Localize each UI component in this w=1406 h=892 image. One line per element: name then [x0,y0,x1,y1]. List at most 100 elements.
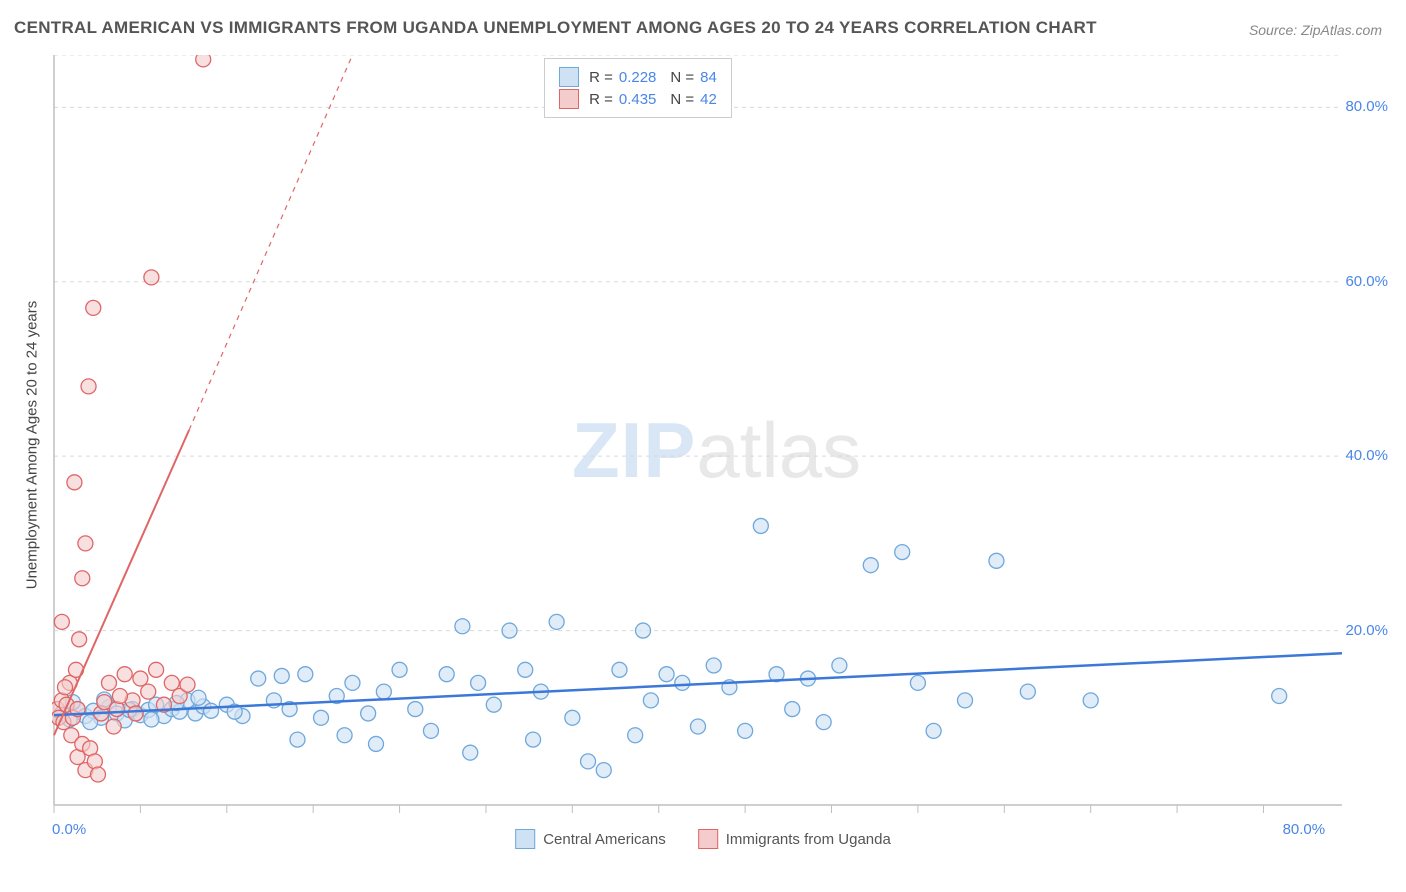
scatter-chart [52,55,1382,835]
data-point [659,667,674,682]
data-point [549,614,564,629]
data-point [408,702,423,717]
n-label: N = [670,91,694,108]
data-point [455,619,470,634]
data-point [54,614,69,629]
data-point [149,662,164,677]
data-point [753,518,768,533]
legend-swatch [559,67,579,87]
y-axis-label: Unemployment Among Ages 20 to 24 years [24,301,41,590]
data-point [989,553,1004,568]
data-point [526,732,541,747]
data-point [106,719,121,734]
data-point [502,623,517,638]
data-point [314,710,329,725]
trend-line [54,653,1342,715]
legend-swatch [559,89,579,109]
data-point [565,710,580,725]
data-point [133,671,148,686]
data-point [636,623,651,638]
data-point [180,677,195,692]
data-point [463,745,478,760]
legend-series-label: Immigrants from Uganda [726,831,891,848]
data-point [337,728,352,743]
data-point [298,667,313,682]
data-point [141,684,156,699]
data-point [1272,688,1287,703]
data-point [486,697,501,712]
data-point [926,723,941,738]
data-point [204,703,219,718]
data-point [423,723,438,738]
data-point [90,767,105,782]
data-point [144,270,159,285]
data-point [345,675,360,690]
correlation-legend: R = 0.228 N = 84 R = 0.435 N = 42 [544,58,732,118]
n-value: 84 [700,69,717,86]
data-point [251,671,266,686]
data-point [643,693,658,708]
source-attribution: Source: ZipAtlas.com [1249,22,1382,38]
legend-swatch [698,829,718,849]
data-point [128,706,143,721]
data-point [117,667,132,682]
data-point [78,536,93,551]
data-point [958,693,973,708]
data-point [191,690,206,705]
legend-row: R = 0.228 N = 84 [559,67,717,87]
data-point [895,545,910,560]
data-point [101,675,116,690]
chart-title: CENTRAL AMERICAN VS IMMIGRANTS FROM UGAN… [14,18,1097,38]
data-point [785,702,800,717]
trend-line-extrapolation [189,55,352,430]
data-point [75,571,90,586]
data-point [596,763,611,778]
n-label: N = [670,69,694,86]
y-tick-label: 80.0% [1345,98,1388,115]
n-value: 42 [700,91,717,108]
data-point [738,723,753,738]
data-point [361,706,376,721]
legend-series-label: Central Americans [543,831,666,848]
data-point [1083,693,1098,708]
y-tick-label: 40.0% [1345,447,1388,464]
data-point [376,684,391,699]
r-label: R = [589,91,613,108]
data-point [439,667,454,682]
plot-area: Unemployment Among Ages 20 to 24 years Z… [52,55,1382,835]
data-point [675,675,690,690]
data-point [1020,684,1035,699]
data-point [832,658,847,673]
data-point [706,658,721,673]
data-point [274,668,289,683]
data-point [369,736,384,751]
data-point [164,675,179,690]
data-point [57,680,72,695]
data-point [81,379,96,394]
series-legend: Central Americans Immigrants from Uganda [515,829,891,849]
y-tick-label: 20.0% [1345,622,1388,639]
data-point [86,300,101,315]
r-value: 0.228 [619,69,657,86]
x-tick-label: 80.0% [1283,821,1326,838]
data-point [290,732,305,747]
data-point [863,558,878,573]
data-point [518,662,533,677]
data-point [144,712,159,727]
data-point [72,632,87,647]
data-point [816,715,831,730]
r-value: 0.435 [619,91,657,108]
data-point [612,662,627,677]
data-point [67,475,82,490]
data-point [196,55,211,67]
data-point [910,675,925,690]
data-point [581,754,596,769]
data-point [628,728,643,743]
data-point [112,688,127,703]
data-point [691,719,706,734]
legend-swatch [515,829,535,849]
r-label: R = [589,69,613,86]
x-tick-label: 0.0% [52,821,86,838]
legend-row: R = 0.435 N = 42 [559,89,717,109]
data-point [392,662,407,677]
